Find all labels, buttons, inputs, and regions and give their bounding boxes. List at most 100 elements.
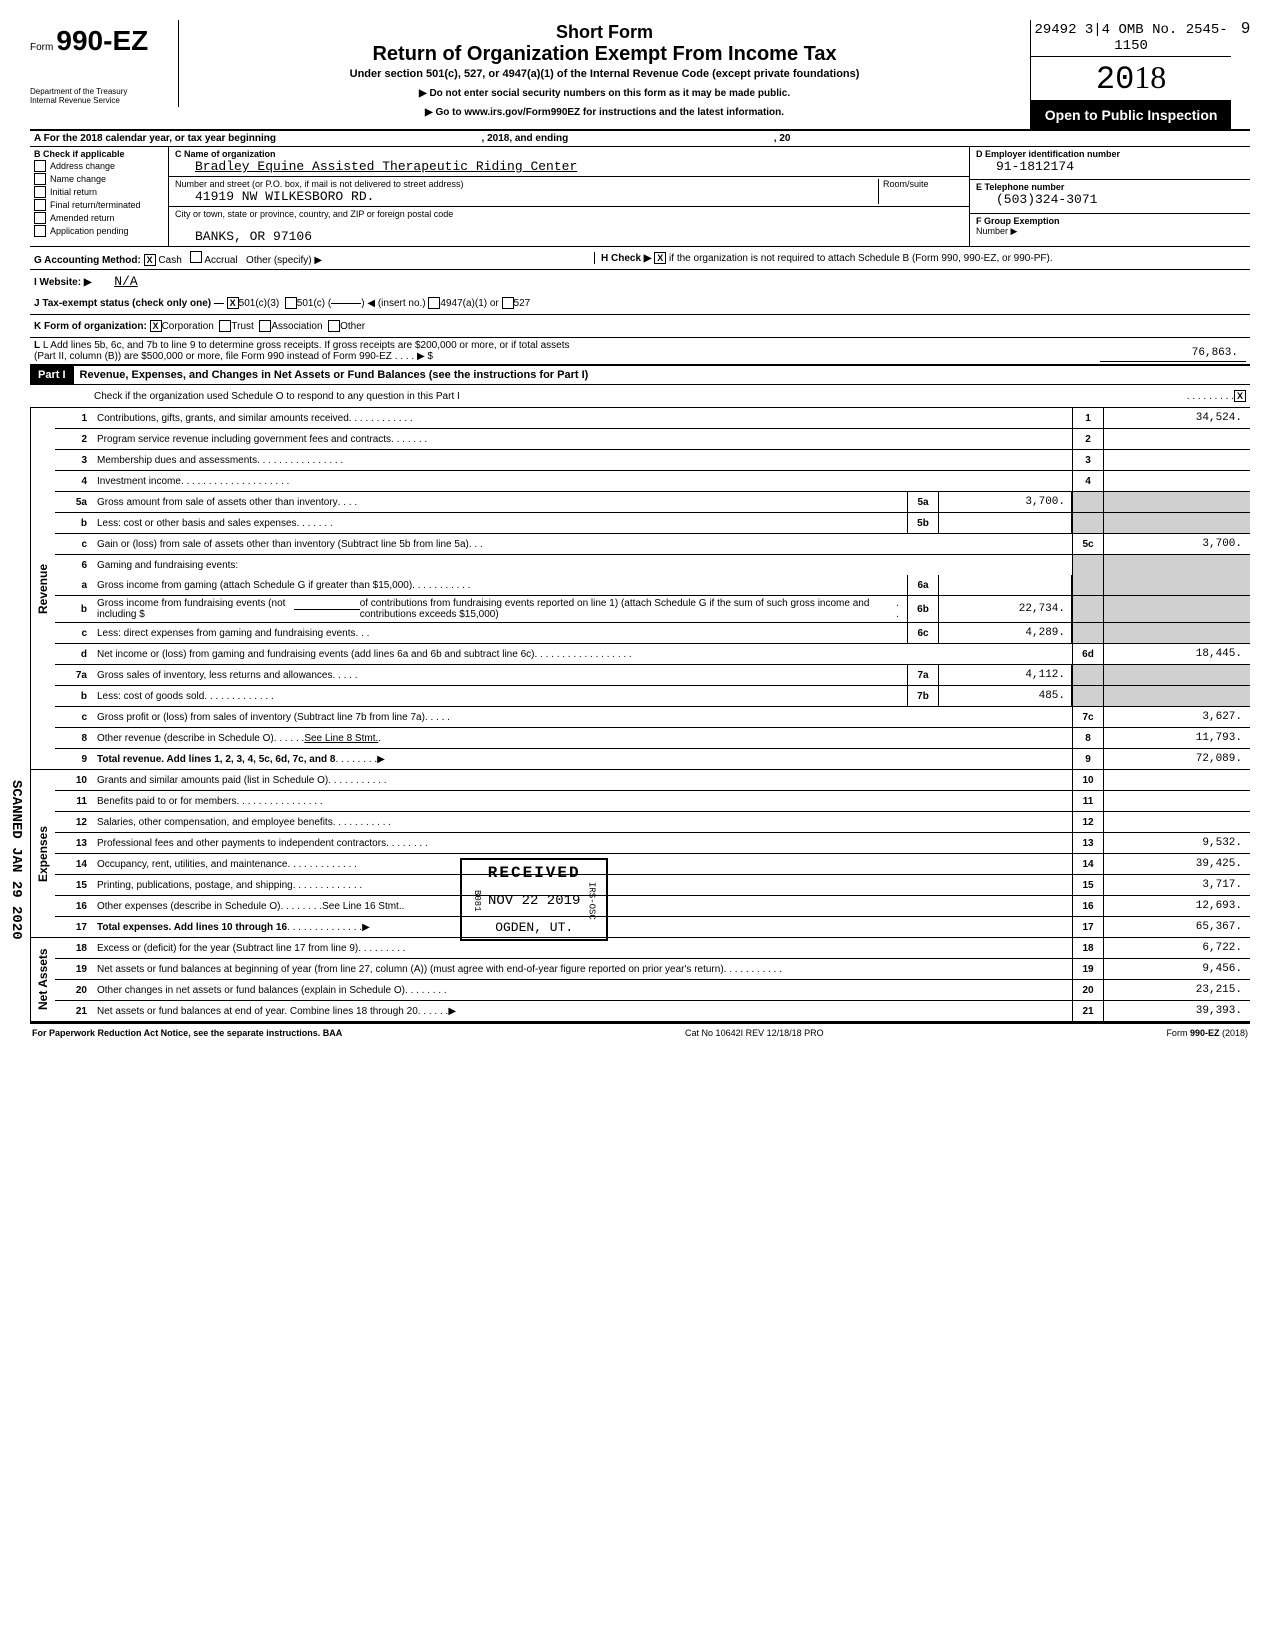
d-label: D Employer identification number: [976, 149, 1120, 159]
form-header: Form 990-EZ Department of the Treasury I…: [30, 20, 1250, 131]
open-public-badge: Open to Public Inspection: [1031, 101, 1231, 129]
line-7c: Gross profit or (loss) from sales of inv…: [93, 707, 1072, 727]
line-12: Salaries, other compensation, and employ…: [93, 812, 1072, 832]
instr-ssn: ▶ Do not enter social security numbers o…: [189, 88, 1020, 99]
line-7b: Less: cost of goods sold . . . . . . . .…: [93, 686, 907, 706]
val-2: [1104, 429, 1250, 449]
main-title: Return of Organization Exempt From Incom…: [189, 43, 1020, 66]
omb-number: 29492 3|4 OMB No. 2545-1150: [1031, 20, 1231, 57]
year-box: 29492 3|4 OMB No. 2545-1150 20201818 Ope…: [1030, 20, 1231, 129]
form-number-box: Form 990-EZ Department of the Treasury I…: [30, 20, 179, 107]
part1-title: Revenue, Expenses, and Changes in Net As…: [74, 369, 589, 381]
val-21: 39,393.: [1104, 1001, 1250, 1021]
footer-left: For Paperwork Reduction Act Notice, see …: [32, 1028, 342, 1038]
chk-501c[interactable]: [285, 297, 297, 309]
line-6a: Gross income from gaming (attach Schedul…: [93, 575, 907, 595]
line-10: Grants and similar amounts paid (list in…: [93, 770, 1072, 790]
chk-501c3[interactable]: X: [227, 297, 239, 309]
scanned-stamp: SCANNED JAN 29 2020: [8, 780, 24, 940]
val-20: 23,215.: [1104, 980, 1250, 1000]
line-8: Other revenue (describe in Schedule O) .…: [93, 728, 1072, 748]
line-19: Net assets or fund balances at beginning…: [93, 959, 1072, 979]
part1-check: Check if the organization used Schedule …: [30, 385, 1250, 408]
line-6c: Less: direct expenses from gaming and fu…: [93, 623, 907, 643]
chk-pending[interactable]: Application pending: [34, 225, 164, 237]
val-19: 9,456.: [1104, 959, 1250, 979]
val-17: 65,367.: [1104, 917, 1250, 937]
val-5a: 3,700.: [939, 492, 1072, 512]
val-3: [1104, 450, 1250, 470]
val-6a: [939, 575, 1072, 595]
row-a-tax-year: A For the 2018 calendar year, or tax yea…: [30, 131, 1250, 147]
section-def: D Employer identification number 91-1812…: [969, 147, 1250, 246]
org-name: Bradley Equine Assisted Therapeutic Ridi…: [175, 159, 963, 174]
val-15: 3,717.: [1104, 875, 1250, 895]
part1-header: Part I Revenue, Expenses, and Changes in…: [30, 366, 1250, 385]
page-footer: For Paperwork Reduction Act Notice, see …: [30, 1023, 1250, 1042]
c-label: C Name of organization: [175, 149, 963, 159]
chk-initial-return[interactable]: Initial return: [34, 186, 164, 198]
row-i: I Website: ▶ N/A: [30, 270, 1250, 292]
part1-label: Part I: [30, 366, 74, 384]
val-12: [1104, 812, 1250, 832]
val-1: 34,524.: [1104, 408, 1250, 428]
footer-mid: Cat No 10642I REV 12/18/18 PRO: [685, 1028, 824, 1038]
city-state-zip: BANKS, OR 97106: [175, 229, 963, 244]
val-7a: 4,112.: [939, 665, 1072, 685]
val-13: 9,532.: [1104, 833, 1250, 853]
chk-h[interactable]: X: [654, 252, 666, 264]
chk-other[interactable]: [328, 320, 340, 332]
chk-527[interactable]: [502, 297, 514, 309]
chk-trust[interactable]: [219, 320, 231, 332]
val-9: 72,089.: [1104, 749, 1250, 769]
city-label: City or town, state or province, country…: [175, 209, 963, 219]
val-11: [1104, 791, 1250, 811]
room-label: Room/suite: [883, 179, 929, 189]
chk-accrual[interactable]: [190, 251, 202, 263]
h-label: H Check ▶: [601, 253, 651, 264]
telephone: (503)324-3071: [976, 192, 1097, 207]
line-9: Total revenue. Add lines 1, 2, 3, 4, 5c,…: [93, 749, 1072, 769]
val-16: 12,693.: [1104, 896, 1250, 916]
val-5c: 3,700.: [1104, 534, 1250, 554]
line-5c: Gain or (loss) from sale of assets other…: [93, 534, 1072, 554]
info-grid: B Check if applicable Address change Nam…: [30, 147, 1250, 247]
val-10: [1104, 770, 1250, 790]
ein: 91-1812174: [976, 159, 1074, 174]
gross-receipts: 76,863.: [1100, 345, 1246, 362]
chk-corp[interactable]: X: [150, 320, 162, 332]
chk-cash[interactable]: X: [144, 254, 156, 266]
addr-label: Number and street (or P.O. box, if mail …: [175, 179, 463, 189]
chk-schedule-o[interactable]: X: [1234, 390, 1246, 402]
line-5a: Gross amount from sale of assets other t…: [93, 492, 907, 512]
tax-year: 20201818: [1031, 57, 1231, 101]
chk-4947[interactable]: [428, 297, 440, 309]
title-box: Short Form Return of Organization Exempt…: [179, 20, 1030, 120]
val-7b: 485.: [939, 686, 1072, 706]
val-7c: 3,627.: [1104, 707, 1250, 727]
dept-treasury: Department of the Treasury Internal Reve…: [30, 87, 170, 105]
page-number: 9: [1231, 20, 1250, 38]
line-13: Professional fees and other payments to …: [93, 833, 1072, 853]
side-netassets: Net Assets: [30, 938, 55, 1021]
line-3: Membership dues and assessments . . . . …: [93, 450, 1072, 470]
short-form-label: Short Form: [189, 22, 1020, 43]
line-21: Net assets or fund balances at end of ye…: [93, 1001, 1072, 1021]
chk-final-return[interactable]: Final return/terminated: [34, 199, 164, 211]
line-5b: Less: cost or other basis and sales expe…: [93, 513, 907, 533]
footer-right: Form 990-EZ (2018): [1166, 1028, 1248, 1038]
line-18: Excess or (deficit) for the year (Subtra…: [93, 938, 1072, 958]
val-18: 6,722.: [1104, 938, 1250, 958]
website: N/A: [94, 274, 137, 289]
row-g-h: G Accounting Method: X Cash Accrual Othe…: [30, 247, 1250, 270]
line-7a: Gross sales of inventory, less returns a…: [93, 665, 907, 685]
chk-amended[interactable]: Amended return: [34, 212, 164, 224]
g-label: G Accounting Method:: [34, 255, 141, 266]
street-address: 41919 NW WILKESBORO RD.: [175, 189, 374, 204]
section-b: B Check if applicable Address change Nam…: [30, 147, 169, 246]
f-label: F Group Exemption: [976, 216, 1060, 226]
chk-address-change[interactable]: Address change: [34, 160, 164, 172]
line-2: Program service revenue including govern…: [93, 429, 1072, 449]
chk-assoc[interactable]: [259, 320, 271, 332]
chk-name-change[interactable]: Name change: [34, 173, 164, 185]
